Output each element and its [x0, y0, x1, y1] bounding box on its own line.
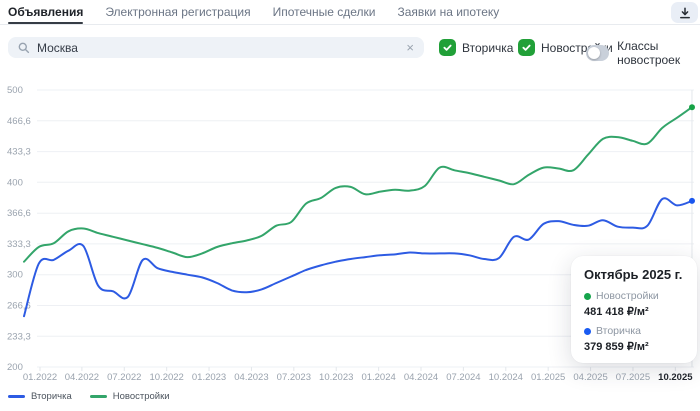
chart-tooltip: Октябрь 2025 г. Новостройки 481 418 ₽/м²… [571, 256, 697, 363]
tabs-divider [0, 24, 700, 25]
toggle-switch-off[interactable] [586, 45, 610, 61]
svg-text:01.2024: 01.2024 [361, 372, 395, 383]
svg-text:07.2025: 07.2025 [616, 372, 650, 383]
svg-text:500: 500 [7, 85, 23, 96]
legend-label: Новостройки [112, 391, 170, 402]
legend-item-secondary[interactable]: Вторичка [8, 391, 72, 402]
checkbox-checked-icon [439, 39, 456, 56]
legend-dash-secondary [8, 395, 25, 398]
svg-text:04.2023: 04.2023 [234, 372, 268, 383]
svg-text:10.2023: 10.2023 [319, 372, 353, 383]
search-icon [18, 42, 30, 54]
checkbox-checked-icon [518, 39, 535, 56]
svg-text:10.2025: 10.2025 [658, 372, 693, 383]
svg-text:01.2022: 01.2022 [23, 372, 57, 383]
tooltip-series-name: Новостройки [596, 290, 659, 302]
tooltip-title: Октябрь 2025 г. [584, 267, 683, 282]
tooltip-value: 379 859 ₽/м² [584, 341, 649, 353]
clear-search-icon[interactable]: × [406, 40, 414, 55]
svg-text:04.2024: 04.2024 [404, 372, 438, 383]
svg-text:07.2024: 07.2024 [446, 372, 480, 383]
svg-text:01.2023: 01.2023 [192, 372, 226, 383]
svg-text:10.2022: 10.2022 [149, 372, 183, 383]
tab-listings[interactable]: Объявления [8, 0, 84, 24]
svg-text:333,3: 333,3 [7, 239, 31, 250]
tooltip-series-name: Вторичка [596, 325, 642, 337]
toggle-newbuild-classes[interactable]: Классы новостроек [586, 39, 700, 67]
newbuild-dot-icon [584, 292, 591, 300]
legend-label: Вторичка [31, 391, 72, 402]
svg-text:400: 400 [7, 177, 23, 188]
price-line-chart[interactable]: 500 466,6 433,3 400 366,6 333,3 300 266,6 233,3 2… [0, 84, 700, 386]
svg-text:07.2023: 07.2023 [277, 372, 311, 383]
svg-text:366,6: 366,6 [7, 208, 31, 219]
svg-text:04.2025: 04.2025 [573, 372, 607, 383]
svg-text:200: 200 [7, 362, 23, 373]
svg-text:300: 300 [7, 270, 23, 281]
svg-text:04.2022: 04.2022 [65, 372, 99, 383]
tab-mortgage-applications[interactable]: Заявки на ипотеку [397, 5, 500, 19]
checkbox-secondary-label: Вторичка [462, 40, 514, 55]
legend-item-newbuild[interactable]: Новостройки [89, 391, 170, 402]
svg-text:433,3: 433,3 [7, 147, 31, 158]
download-icon [679, 7, 691, 19]
tooltip-value: 481 418 ₽/м² [584, 306, 649, 318]
tooltip-row: Вторичка [584, 325, 684, 337]
toggle-label: Классы новостроек [617, 39, 681, 67]
tab-e-registration[interactable]: Электронная регистрация [105, 5, 251, 19]
download-button[interactable] [671, 2, 698, 23]
tab-bar: Объявления Электронная регистрация Ипоте… [8, 0, 499, 24]
secondary-dot-icon [584, 327, 591, 335]
legend-dash-newbuild [89, 395, 107, 398]
tab-mortgage-deals[interactable]: Ипотечные сделки [272, 5, 376, 19]
svg-text:266,6: 266,6 [7, 301, 31, 312]
tooltip-row: Новостройки [584, 290, 684, 302]
svg-text:10.2024: 10.2024 [489, 372, 523, 383]
search-input[interactable] [37, 40, 400, 55]
toggle-knob [588, 47, 600, 59]
svg-text:01.2025: 01.2025 [531, 372, 565, 383]
svg-text:466,6: 466,6 [7, 116, 31, 127]
svg-text:233,3: 233,3 [7, 331, 31, 342]
search-field[interactable]: × [8, 37, 424, 58]
checkbox-secondary[interactable]: Вторичка [439, 39, 513, 56]
chart-legend: Вторичка Новостройки [8, 391, 170, 402]
svg-text:07.2022: 07.2022 [107, 372, 141, 383]
